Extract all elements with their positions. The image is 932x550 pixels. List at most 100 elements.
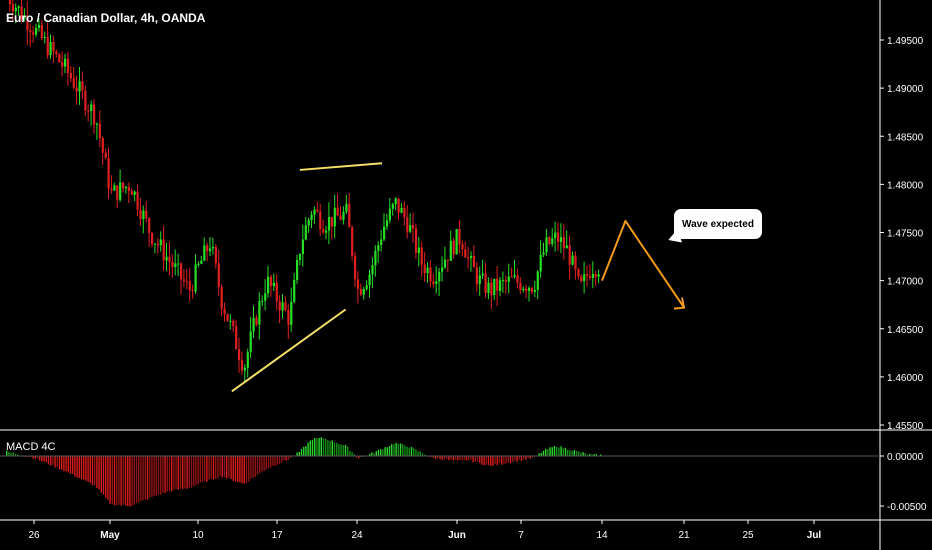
macd-bar [265, 456, 267, 470]
macd-bar [43, 456, 45, 462]
candle-body [574, 255, 577, 270]
macd-bar [448, 456, 450, 460]
macd-bar [69, 456, 72, 474]
macd-bar [393, 444, 395, 456]
candle-body [325, 230, 328, 233]
candle-body [188, 281, 191, 291]
candle-body [69, 72, 72, 79]
macd-bar [518, 456, 520, 460]
macd-bar [465, 456, 468, 461]
macd-bar [74, 456, 76, 477]
candle-body [191, 290, 194, 292]
macd-bar [303, 446, 305, 456]
macd-bar [375, 451, 377, 456]
macd-bar [441, 456, 443, 461]
candle-body [400, 207, 403, 213]
macd-bar [452, 456, 454, 461]
candle-body [261, 300, 264, 302]
candle-body [200, 260, 203, 264]
macd-bar [274, 456, 276, 466]
candle-body [571, 255, 574, 265]
macd-bar [186, 456, 188, 489]
macd-bar [320, 437, 322, 456]
candle-body [499, 280, 502, 291]
candle-body [562, 237, 565, 249]
candle-body [446, 259, 449, 261]
candle-body [72, 78, 75, 88]
macd-bar [98, 456, 100, 490]
macd-bar [371, 452, 373, 456]
candle-body [522, 288, 525, 291]
macd-bar [184, 456, 186, 489]
macd-bar [485, 456, 487, 465]
candle-body [478, 275, 481, 284]
macd-bar [490, 456, 492, 466]
candle-body [95, 123, 99, 125]
macd-bar [91, 456, 94, 486]
macd-bar [8, 451, 10, 456]
macd-bar [281, 456, 283, 463]
macd-bar [406, 446, 408, 456]
macd-bar [377, 449, 380, 456]
candle-body [304, 225, 307, 240]
macd-bar [298, 451, 300, 456]
candle-body [211, 246, 215, 249]
macd-bar [61, 456, 63, 470]
candle-body [539, 254, 542, 272]
candle-body [272, 282, 275, 286]
candle-body [116, 185, 119, 200]
candle-body [46, 36, 49, 56]
macd-bar [138, 456, 140, 503]
macd-bar [325, 438, 327, 456]
candle-body [298, 254, 302, 260]
macd-bar [380, 449, 382, 456]
macd-bar [582, 452, 584, 456]
time-tick-label: 25 [742, 530, 754, 541]
macd-bar [558, 447, 560, 456]
candle-body [327, 217, 331, 231]
macd-bar [483, 456, 485, 466]
candle-body [330, 217, 333, 227]
macd-bar [369, 453, 371, 456]
macd-bar [41, 456, 43, 462]
macd-bar [459, 456, 461, 461]
candle-body [417, 247, 420, 253]
macd-bar [263, 456, 265, 472]
macd-bar [470, 456, 472, 460]
macd-bar [487, 456, 490, 466]
candle-body [591, 273, 594, 278]
candle-body [371, 265, 374, 275]
candle-body [362, 289, 365, 295]
macd-bar [67, 456, 69, 473]
candle-body [394, 198, 397, 205]
candle-body [588, 276, 592, 278]
macd-bar [155, 456, 157, 496]
candle-body [322, 229, 325, 233]
macd-bar [386, 447, 388, 456]
candle-body [516, 275, 519, 283]
candle-body [435, 281, 438, 285]
macd-bar [252, 456, 254, 478]
macd-bar [72, 456, 74, 474]
candle-body [496, 278, 499, 291]
macd-bar [230, 456, 232, 479]
candle-body [359, 288, 362, 295]
macd-bar [439, 456, 441, 460]
candle-body [525, 288, 528, 291]
macd-bar [256, 456, 259, 475]
macd-tick-label: -0.00500 [887, 502, 927, 513]
time-tick-label: 24 [351, 530, 363, 541]
candle-body [84, 90, 87, 111]
macd-label: MACD 4C [6, 441, 56, 453]
candle-body [275, 282, 278, 302]
candle-body [472, 256, 476, 268]
macd-bar [78, 456, 80, 478]
macd-bar [109, 456, 111, 504]
candle-body [577, 269, 580, 277]
macd-bar [287, 456, 289, 461]
candle-body [23, 15, 26, 19]
macd-tick-label: 0.00000 [887, 452, 924, 463]
macd-bar [338, 444, 340, 456]
macd-bar [494, 456, 496, 465]
macd-bar [578, 451, 580, 456]
